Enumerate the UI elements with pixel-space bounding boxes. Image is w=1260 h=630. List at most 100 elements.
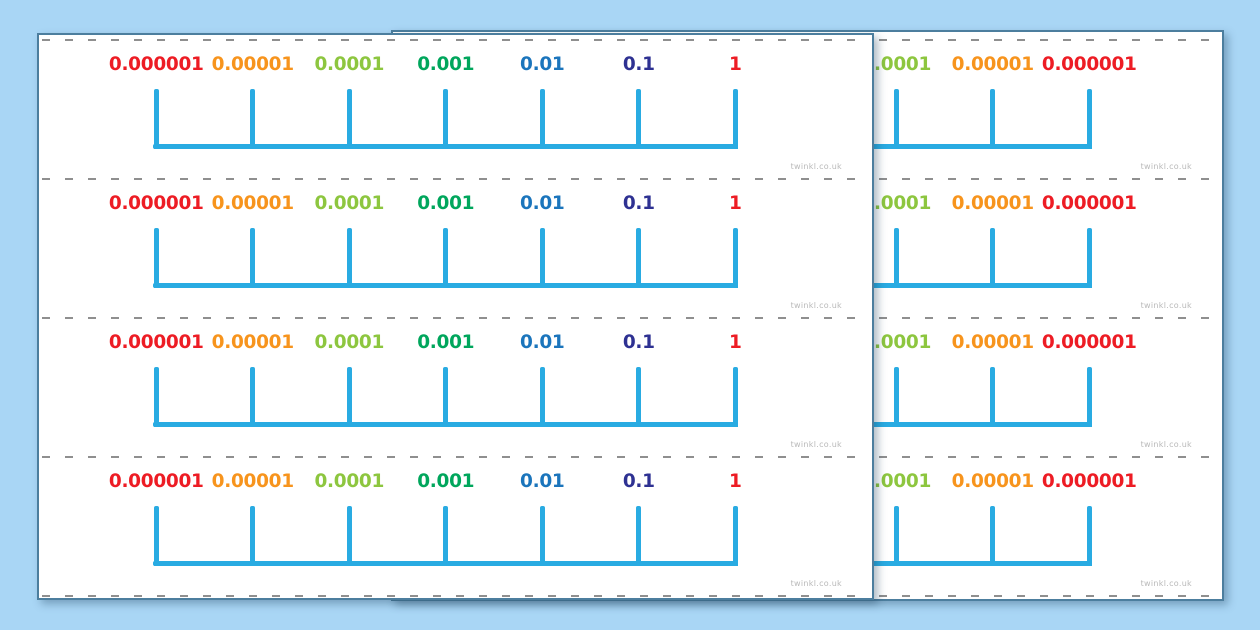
tick-mark [1086, 367, 1092, 427]
tick-mark [1086, 228, 1092, 288]
tick-mark [443, 506, 449, 566]
number-label: 0.01 [520, 471, 565, 492]
number-label: 0.001 [417, 471, 475, 492]
cut-line-dashed [42, 595, 869, 597]
number-label-column: 0.01 [494, 330, 591, 427]
number-label: 0.0001 [314, 54, 385, 75]
number-label-column: 0.01 [494, 469, 591, 566]
number-label: 0.1 [622, 332, 655, 353]
number-label: 0.001 [417, 54, 475, 75]
number-label: 0.000001 [108, 54, 204, 75]
number-label-column: 0.000001 [1041, 191, 1138, 288]
value-columns: 0.000001 0.00001 0.0001 0.001 0.01 0.1 1 [108, 469, 784, 566]
number-label-column: 0.001 [398, 330, 495, 427]
number-label-column: 0.001 [398, 52, 495, 149]
number-label-column: 0.00001 [205, 469, 302, 566]
number-label-column: 0.0001 [848, 469, 945, 566]
number-label: 0.000001 [108, 471, 204, 492]
number-label-column: 0.1 [591, 52, 688, 149]
number-label-column: 0.000001 [1041, 330, 1138, 427]
number-label: 0.0001 [314, 193, 385, 214]
number-label: 0.00001 [951, 54, 1034, 75]
watermark: twinkl.co.uk [1140, 579, 1192, 588]
tick-mark [346, 506, 352, 566]
tick-mark [153, 89, 159, 149]
number-label: 0.001 [417, 193, 475, 214]
number-label: 0.00001 [211, 54, 294, 75]
page-front: 0.000001 0.00001 0.0001 0.001 0.01 0.1 1 twink… [37, 33, 874, 600]
tick-mark [153, 506, 159, 566]
number-label: 0.01 [520, 54, 565, 75]
tick-mark [346, 367, 352, 427]
number-label-column: 0.000001 [108, 469, 205, 566]
number-label-column: 0.00001 [205, 52, 302, 149]
number-label: 1 [728, 332, 742, 353]
tick-mark [636, 89, 642, 149]
number-line-strip: 0.000001 0.00001 0.0001 0.001 0.01 0.1 1 twink… [39, 39, 872, 178]
number-label-column: 0.1 [591, 330, 688, 427]
number-label-column: 0.00001 [205, 330, 302, 427]
number-label: 0.0001 [314, 332, 385, 353]
number-label: 0.000001 [1041, 471, 1137, 492]
number-line-strip: 0.000001 0.00001 0.0001 0.001 0.01 0.1 1 twink… [39, 456, 872, 595]
tick-mark [443, 228, 449, 288]
tick-mark [990, 506, 996, 566]
number-line-base [153, 422, 736, 427]
cut-line-dashed [42, 178, 869, 180]
tick-mark [636, 506, 642, 566]
number-label-column: 0.0001 [301, 191, 398, 288]
number-label-column: 1 [687, 191, 784, 288]
number-label: 0.00001 [951, 471, 1034, 492]
number-label: 0.00001 [211, 471, 294, 492]
number-label-column: 0.0001 [848, 191, 945, 288]
watermark: twinkl.co.uk [790, 301, 842, 310]
tick-mark [893, 228, 899, 288]
number-label: 0.000001 [108, 193, 204, 214]
number-label: 0.001 [417, 332, 475, 353]
tick-mark [990, 228, 996, 288]
watermark: twinkl.co.uk [790, 579, 842, 588]
watermark: twinkl.co.uk [1140, 301, 1192, 310]
number-label-column: 0.00001 [945, 469, 1042, 566]
value-columns: 0.000001 0.00001 0.0001 0.001 0.01 0.1 1 [108, 191, 784, 288]
number-label-column: 1 [687, 469, 784, 566]
tick-mark [732, 228, 738, 288]
tick-mark [153, 228, 159, 288]
tick-mark [443, 367, 449, 427]
tick-mark [250, 506, 256, 566]
number-label: 1 [728, 471, 742, 492]
number-label-column: 0.0001 [301, 330, 398, 427]
number-label-column: 0.001 [398, 191, 495, 288]
number-label: 0.0001 [314, 471, 385, 492]
number-label-column: 0.00001 [945, 52, 1042, 149]
number-label-column: 0.0001 [848, 52, 945, 149]
number-label: 0.00001 [951, 193, 1034, 214]
number-line-strip: 0.000001 0.00001 0.0001 0.001 0.01 0.1 1 twink… [39, 317, 872, 456]
tick-mark [250, 228, 256, 288]
watermark: twinkl.co.uk [790, 162, 842, 171]
tick-mark [732, 506, 738, 566]
number-label-column: 0.01 [494, 191, 591, 288]
number-label: 0.0001 [861, 471, 932, 492]
number-label-column: 0.001 [398, 469, 495, 566]
number-label: 1 [728, 193, 742, 214]
tick-mark [990, 89, 996, 149]
tick-mark [153, 367, 159, 427]
watermark: twinkl.co.uk [790, 440, 842, 449]
number-label: 1 [728, 54, 742, 75]
number-label: 0.01 [520, 332, 565, 353]
number-label-column: 0.000001 [108, 330, 205, 427]
watermark: twinkl.co.uk [1140, 162, 1192, 171]
number-label: 0.000001 [1041, 332, 1137, 353]
number-label: 0.00001 [951, 332, 1034, 353]
number-label: 0.0001 [861, 193, 932, 214]
number-label-column: 0.00001 [205, 191, 302, 288]
tick-mark [636, 367, 642, 427]
tick-mark [346, 228, 352, 288]
number-label-column: 0.1 [591, 469, 688, 566]
tick-mark [443, 89, 449, 149]
number-label: 0.00001 [211, 193, 294, 214]
number-label: 0.000001 [1041, 54, 1137, 75]
tick-mark [539, 506, 545, 566]
tick-mark [346, 89, 352, 149]
